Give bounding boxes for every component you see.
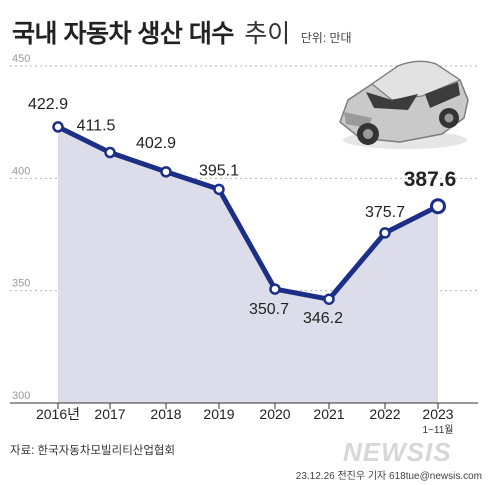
car-icon bbox=[339, 60, 469, 149]
value-label: 346.2 bbox=[303, 310, 343, 327]
y-tick-label: 300 bbox=[12, 390, 30, 402]
credit-text: 23.12.26 전진우 기자 618tue@newsis.com bbox=[295, 471, 482, 482]
data-point-2023 bbox=[430, 198, 446, 215]
x-tick-label: 2023 bbox=[422, 406, 453, 422]
value-label: 387.6 bbox=[404, 168, 457, 191]
series-line bbox=[55, 124, 441, 302]
value-label: 395.1 bbox=[199, 162, 239, 179]
x-tick-label: 2017 bbox=[94, 406, 125, 422]
data-point-2021 bbox=[323, 293, 335, 305]
data-point-2020 bbox=[269, 283, 281, 295]
y-tick-label: 450 bbox=[12, 53, 30, 65]
source-text: 자료: 한국자동차모빌리티산업협회 bbox=[10, 445, 176, 457]
y-tick-label: 400 bbox=[12, 165, 30, 177]
x-tick-label: 2018 bbox=[150, 406, 181, 422]
x-tick-label: 2020 bbox=[259, 406, 290, 422]
labels-layer: 422.9 411.5 402.9 395.1 350.7 346.2 375.7 387.6… bbox=[28, 96, 456, 436]
x-tick-label: 2016년 bbox=[36, 406, 80, 422]
unit-label: 단위: 만대 bbox=[300, 31, 352, 45]
data-point-2019 bbox=[213, 183, 225, 196]
x-tick-label: 2019 bbox=[203, 406, 234, 422]
category-note: 1~11월 bbox=[423, 424, 454, 436]
data-point-2022 bbox=[379, 227, 391, 239]
data-point-2018 bbox=[160, 166, 172, 178]
data-point-2016년 bbox=[52, 121, 64, 133]
watermark-logo: NEWSIS bbox=[343, 437, 452, 467]
title-suffix: 추이 bbox=[244, 20, 291, 48]
data-point-2017 bbox=[104, 146, 116, 159]
chart-title: 국내 자동차 생산 대수 추이 단위: 만대 bbox=[12, 14, 352, 50]
x-tick-label: 2021 bbox=[313, 406, 344, 422]
value-label: 422.9 bbox=[28, 96, 68, 113]
y-tick-label: 350 bbox=[12, 278, 30, 290]
value-label: 411.5 bbox=[77, 117, 116, 134]
value-label: 375.7 bbox=[365, 204, 405, 221]
value-label: 350.7 bbox=[249, 301, 289, 318]
value-label: 402.9 bbox=[136, 135, 176, 152]
x-tick-label: 2022 bbox=[369, 406, 400, 422]
marks-layer bbox=[52, 121, 446, 305]
title-main: 국내 자동차 생산 대수 bbox=[12, 20, 234, 48]
area-fill bbox=[58, 126, 438, 404]
